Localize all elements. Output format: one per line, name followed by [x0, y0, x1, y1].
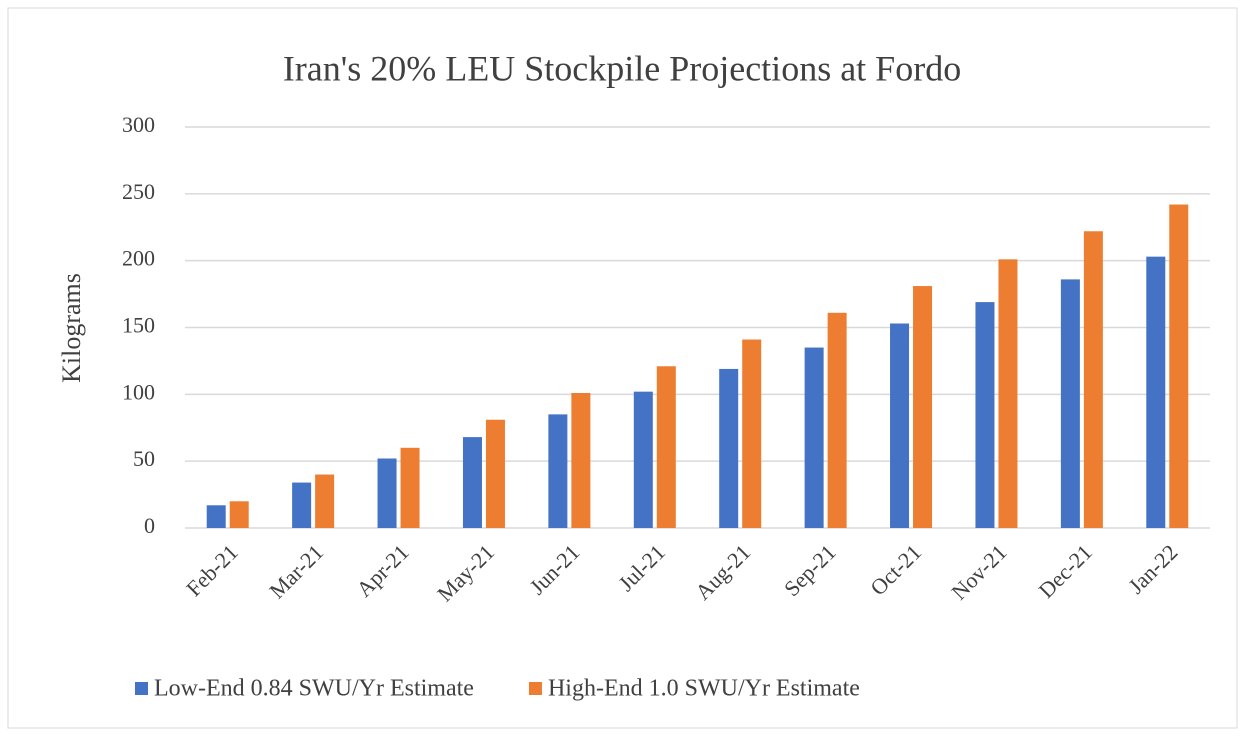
- y-tick-label: 200: [122, 246, 155, 271]
- y-tick-label: 250: [122, 179, 155, 204]
- bar: [377, 458, 397, 528]
- y-tick-label: 150: [122, 313, 155, 338]
- bar: [462, 437, 482, 528]
- chart-frame: [7, 7, 1238, 729]
- y-tick-label: 0: [144, 513, 155, 538]
- legend-swatch: [528, 682, 542, 695]
- bar: [548, 414, 568, 528]
- bar: [1146, 256, 1166, 528]
- bar: [1083, 231, 1103, 528]
- chart-title: Iran's 20% LEU Stockpile Projections at …: [283, 48, 961, 88]
- bar: [804, 347, 824, 528]
- bar: [719, 368, 739, 528]
- bar: [1169, 204, 1189, 528]
- bar: [975, 302, 995, 528]
- legend-swatch: [135, 682, 148, 695]
- bar: [742, 339, 762, 528]
- bar: [485, 419, 505, 528]
- bar: [400, 447, 420, 528]
- y-axis-label: Kilograms: [57, 273, 86, 383]
- bar: [206, 505, 226, 528]
- bar: [913, 286, 933, 528]
- bar: [229, 501, 249, 528]
- bar: [1060, 279, 1080, 528]
- legend-label: Low-End 0.84 SWU/Yr Estimate: [154, 676, 474, 702]
- bar: [890, 323, 910, 528]
- legend-label: High-End 1.0 SWU/Yr Estimate: [548, 676, 860, 702]
- y-tick-label: 300: [122, 112, 155, 137]
- bar: [571, 392, 591, 528]
- bar: [827, 312, 847, 528]
- bar: [315, 474, 335, 528]
- bar: [656, 366, 676, 528]
- bar: [998, 259, 1018, 528]
- bar: [633, 391, 653, 528]
- y-tick-label: 100: [122, 379, 155, 404]
- y-tick-label: 50: [133, 446, 155, 471]
- bar: [292, 482, 312, 528]
